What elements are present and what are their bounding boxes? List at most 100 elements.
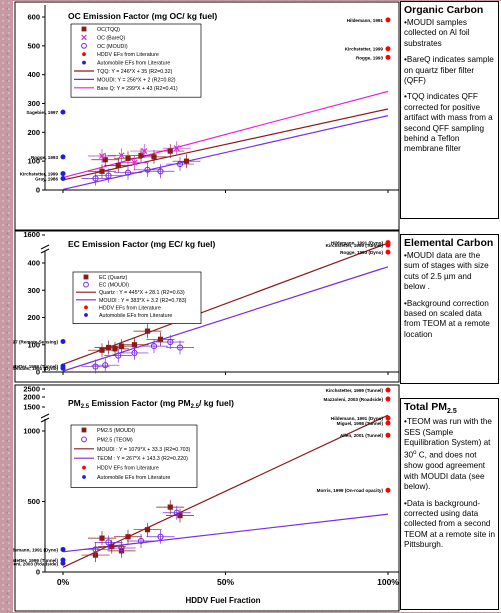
y-tick-label: 100 [27, 340, 40, 349]
title-sub: 2.5 [81, 404, 90, 410]
legend-label: Automobile EFs from Literature [99, 313, 172, 319]
title-part: Emission Factor (mg PM [89, 398, 191, 408]
literature-point [385, 432, 391, 438]
data-point [183, 158, 190, 164]
fit-line [62, 90, 389, 179]
axis-break-mark [40, 413, 50, 419]
data-point [112, 346, 118, 352]
axis-break-mark [40, 417, 50, 423]
data-point [131, 159, 138, 166]
data-point [144, 527, 151, 533]
data-point [131, 342, 138, 348]
data-point [167, 504, 173, 510]
literature-label: Hildemann, 1991 [347, 18, 384, 23]
error-bar [166, 340, 194, 355]
data-point [167, 148, 173, 154]
panel-text: •TEOM was run with the SES (Sample Equil… [404, 417, 495, 493]
data-point [118, 544, 125, 552]
legend-label: MOUDI : Y = 1079*X + 33.3 (R2=0.703) [97, 447, 191, 453]
panel-title: Elemental Carbon [404, 237, 494, 249]
literature-label: Allen, 2001 (Tunnel) [340, 433, 384, 438]
literature-point [385, 46, 391, 52]
legend-label: PM2.5 (MOUDI) [97, 428, 135, 434]
literature-point [60, 560, 66, 566]
data-point [99, 535, 105, 541]
error-bar [94, 535, 123, 550]
error-bar [107, 541, 136, 556]
legend-label: TEOM : Y = 267*X + 143.3 (R2=0.220) [97, 456, 188, 462]
axis-break-mark [40, 248, 50, 254]
error-bar [156, 335, 185, 350]
literature-label: Gray, 1986 [35, 176, 58, 181]
panel-text: •MOUDI samples collected on Al foil subs… [404, 18, 470, 48]
y-tick-label: 1000 [23, 427, 40, 436]
title-part: / kg fuel) [199, 398, 234, 408]
legend-marker [81, 427, 87, 433]
data-point [137, 537, 145, 545]
charts-svg: 0 100 200 300 400 500 600 OC Emission Factor (m… [13, 1, 400, 612]
y-break-tick-label: 1500 [23, 403, 40, 412]
legend-label: EC (Quartz) [99, 275, 127, 281]
literature-label: Rogge, 1993 (Dyno) [340, 250, 383, 255]
chart-frame-oc [14, 1, 400, 231]
legend-label: HDDV EFs from Literature [97, 52, 159, 58]
legend-label: PM2.5 (TEOM) [97, 437, 133, 443]
error-bar [146, 529, 175, 544]
panel-total-pm: Total PM2.5 •TEOM was run with the SES (… [400, 398, 499, 610]
oc-chart: 0 100 200 300 400 500 600 OC Emission Factor (m… [20, 5, 399, 195]
literature-point [385, 249, 391, 255]
data-point [115, 352, 122, 359]
chart-area: 0 100 200 300 400 500 600 OC Emission Factor (m… [13, 1, 402, 612]
y-tick-label: 0 [36, 568, 40, 577]
literature-label: Kirchstetter, 1999 [20, 172, 59, 177]
literature-label: Hildemann, 1991 (Dyno) [331, 416, 384, 421]
literature-label: Sagebiel, 1997 [26, 110, 58, 115]
legend-marker [84, 305, 88, 310]
literature-point [385, 242, 391, 248]
error-bar [127, 533, 155, 548]
panel-elemental-carbon: Elemental Carbon •MOUDI data are the sum… [400, 234, 499, 384]
error-bar [94, 168, 123, 183]
literature-point [60, 338, 66, 344]
title-sub: 2.5 [191, 404, 200, 410]
data-point [102, 362, 109, 369]
error-bar [162, 505, 191, 520]
literature-point [60, 171, 66, 177]
legend-marker [81, 436, 87, 443]
legend: PM2.5 (MOUDI) PM2.5 (TEOM) MOUDI : Y = 107… [70, 424, 198, 488]
panel-text-part: •TEOM was run with the SES (Sample Equil… [404, 417, 492, 461]
legend: EC (Quartz) EC (MOUDI)Quartz : Y = 445*X … [72, 271, 202, 324]
chart-frame-pm [14, 384, 400, 612]
literature-label: Kirchstetter, 1999 (Tunnel) [13, 364, 58, 369]
data-point [99, 168, 105, 174]
data-point [177, 513, 183, 519]
literature-label: Hildemann, 1991 (Dyno) [13, 366, 58, 371]
literature-label: Morris, 1999 (On-road opacity) [317, 488, 384, 493]
fit-line [62, 108, 389, 181]
slide: 0 100 200 300 400 500 600 OC Emission Factor (m… [13, 1, 501, 612]
data-point [109, 544, 115, 550]
panel-text: •TQQ indicates QFF corrected for positiv… [404, 92, 493, 154]
literature-label: Hildemann, 1991 (Dyno) [331, 241, 384, 246]
legend-label: OC(TQQ) [97, 27, 120, 33]
data-point [131, 349, 138, 357]
data-point [99, 347, 105, 353]
data-point [141, 148, 148, 155]
fit-line [62, 115, 389, 191]
legend-label: Automobile EFs from Literature [97, 61, 170, 67]
literature-label: Kirchstetter, 1999 [345, 47, 384, 52]
legend-box [70, 23, 202, 98]
data-point [98, 152, 106, 160]
panel-text: •BareQ indicates sample on quartz fiber … [404, 55, 494, 86]
panel-text: •MOUDI data are the sum of stages with s… [404, 251, 489, 292]
y-tick-label: 200 [27, 313, 40, 322]
legend-box [70, 424, 198, 488]
degree-sup: o [413, 450, 417, 457]
literature-label: Sagebiel, 1997 (Remote Sensing) [13, 339, 58, 344]
data-point [105, 344, 112, 351]
data-point [125, 155, 131, 161]
data-point [92, 363, 99, 370]
y-tick-label: 0 [36, 186, 40, 195]
data-point [118, 152, 125, 159]
